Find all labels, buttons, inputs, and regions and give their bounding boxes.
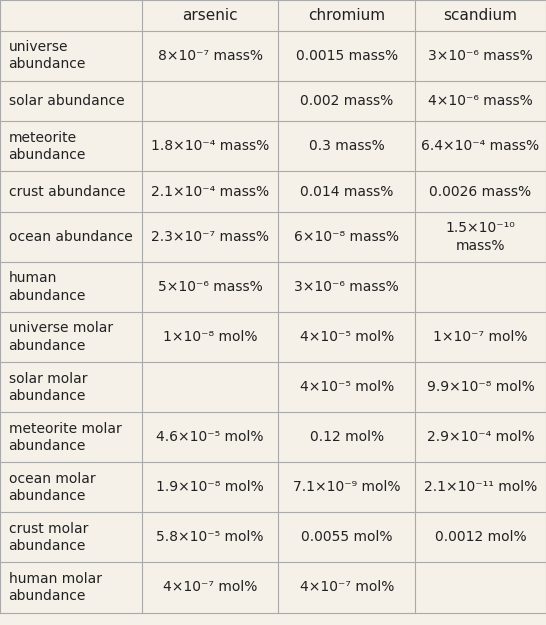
Text: 0.014 mass%: 0.014 mass% bbox=[300, 184, 394, 199]
Text: arsenic: arsenic bbox=[182, 8, 238, 22]
Text: 1×10⁻⁸ mol%: 1×10⁻⁸ mol% bbox=[163, 330, 258, 344]
Text: 2.3×10⁻⁷ mass%: 2.3×10⁻⁷ mass% bbox=[151, 230, 269, 244]
Text: universe
abundance: universe abundance bbox=[9, 40, 86, 71]
Text: 7.1×10⁻⁹ mol%: 7.1×10⁻⁹ mol% bbox=[293, 481, 400, 494]
Text: chromium: chromium bbox=[308, 8, 385, 22]
Text: 1.8×10⁻⁴ mass%: 1.8×10⁻⁴ mass% bbox=[151, 139, 269, 153]
Text: 0.12 mol%: 0.12 mol% bbox=[310, 430, 384, 444]
Text: human
abundance: human abundance bbox=[9, 271, 86, 302]
Text: 9.9×10⁻⁸ mol%: 9.9×10⁻⁸ mol% bbox=[426, 380, 535, 394]
Text: solar abundance: solar abundance bbox=[9, 94, 124, 108]
Text: 0.0012 mol%: 0.0012 mol% bbox=[435, 531, 526, 544]
Text: 0.002 mass%: 0.002 mass% bbox=[300, 94, 393, 108]
Text: 4×10⁻⁵ mol%: 4×10⁻⁵ mol% bbox=[300, 330, 394, 344]
Text: 0.0015 mass%: 0.0015 mass% bbox=[295, 49, 398, 62]
Text: ocean molar
abundance: ocean molar abundance bbox=[9, 472, 95, 503]
Text: 0.0055 mol%: 0.0055 mol% bbox=[301, 531, 393, 544]
Text: meteorite
abundance: meteorite abundance bbox=[9, 131, 86, 162]
Text: 2.9×10⁻⁴ mol%: 2.9×10⁻⁴ mol% bbox=[426, 430, 535, 444]
Text: crust abundance: crust abundance bbox=[9, 184, 125, 199]
Text: 4.6×10⁻⁵ mol%: 4.6×10⁻⁵ mol% bbox=[157, 430, 264, 444]
Text: 0.0026 mass%: 0.0026 mass% bbox=[429, 184, 532, 199]
Text: 3×10⁻⁶ mass%: 3×10⁻⁶ mass% bbox=[294, 280, 399, 294]
Text: 5.8×10⁻⁵ mol%: 5.8×10⁻⁵ mol% bbox=[157, 531, 264, 544]
Text: 6.4×10⁻⁴ mass%: 6.4×10⁻⁴ mass% bbox=[422, 139, 539, 153]
Text: 4×10⁻⁵ mol%: 4×10⁻⁵ mol% bbox=[300, 380, 394, 394]
Text: 1.5×10⁻¹⁰
mass%: 1.5×10⁻¹⁰ mass% bbox=[446, 221, 515, 253]
Text: solar molar
abundance: solar molar abundance bbox=[9, 371, 87, 403]
Text: 4×10⁻⁶ mass%: 4×10⁻⁶ mass% bbox=[428, 94, 533, 108]
Text: 0.3 mass%: 0.3 mass% bbox=[309, 139, 384, 153]
Text: 4×10⁻⁷ mol%: 4×10⁻⁷ mol% bbox=[300, 581, 394, 594]
Text: 2.1×10⁻¹¹ mol%: 2.1×10⁻¹¹ mol% bbox=[424, 481, 537, 494]
Text: meteorite molar
abundance: meteorite molar abundance bbox=[9, 422, 121, 453]
Text: 2.1×10⁻⁴ mass%: 2.1×10⁻⁴ mass% bbox=[151, 184, 269, 199]
Text: ocean abundance: ocean abundance bbox=[9, 230, 132, 244]
Text: scandium: scandium bbox=[443, 8, 518, 22]
Text: universe molar
abundance: universe molar abundance bbox=[9, 321, 112, 352]
Text: 1×10⁻⁷ mol%: 1×10⁻⁷ mol% bbox=[433, 330, 528, 344]
Text: 1.9×10⁻⁸ mol%: 1.9×10⁻⁸ mol% bbox=[156, 481, 264, 494]
Text: crust molar
abundance: crust molar abundance bbox=[9, 522, 88, 553]
Text: 6×10⁻⁸ mass%: 6×10⁻⁸ mass% bbox=[294, 230, 399, 244]
Text: 4×10⁻⁷ mol%: 4×10⁻⁷ mol% bbox=[163, 581, 257, 594]
Text: 3×10⁻⁶ mass%: 3×10⁻⁶ mass% bbox=[428, 49, 533, 62]
Text: 8×10⁻⁷ mass%: 8×10⁻⁷ mass% bbox=[158, 49, 263, 62]
Text: 5×10⁻⁶ mass%: 5×10⁻⁶ mass% bbox=[158, 280, 263, 294]
Text: human molar
abundance: human molar abundance bbox=[9, 572, 102, 603]
